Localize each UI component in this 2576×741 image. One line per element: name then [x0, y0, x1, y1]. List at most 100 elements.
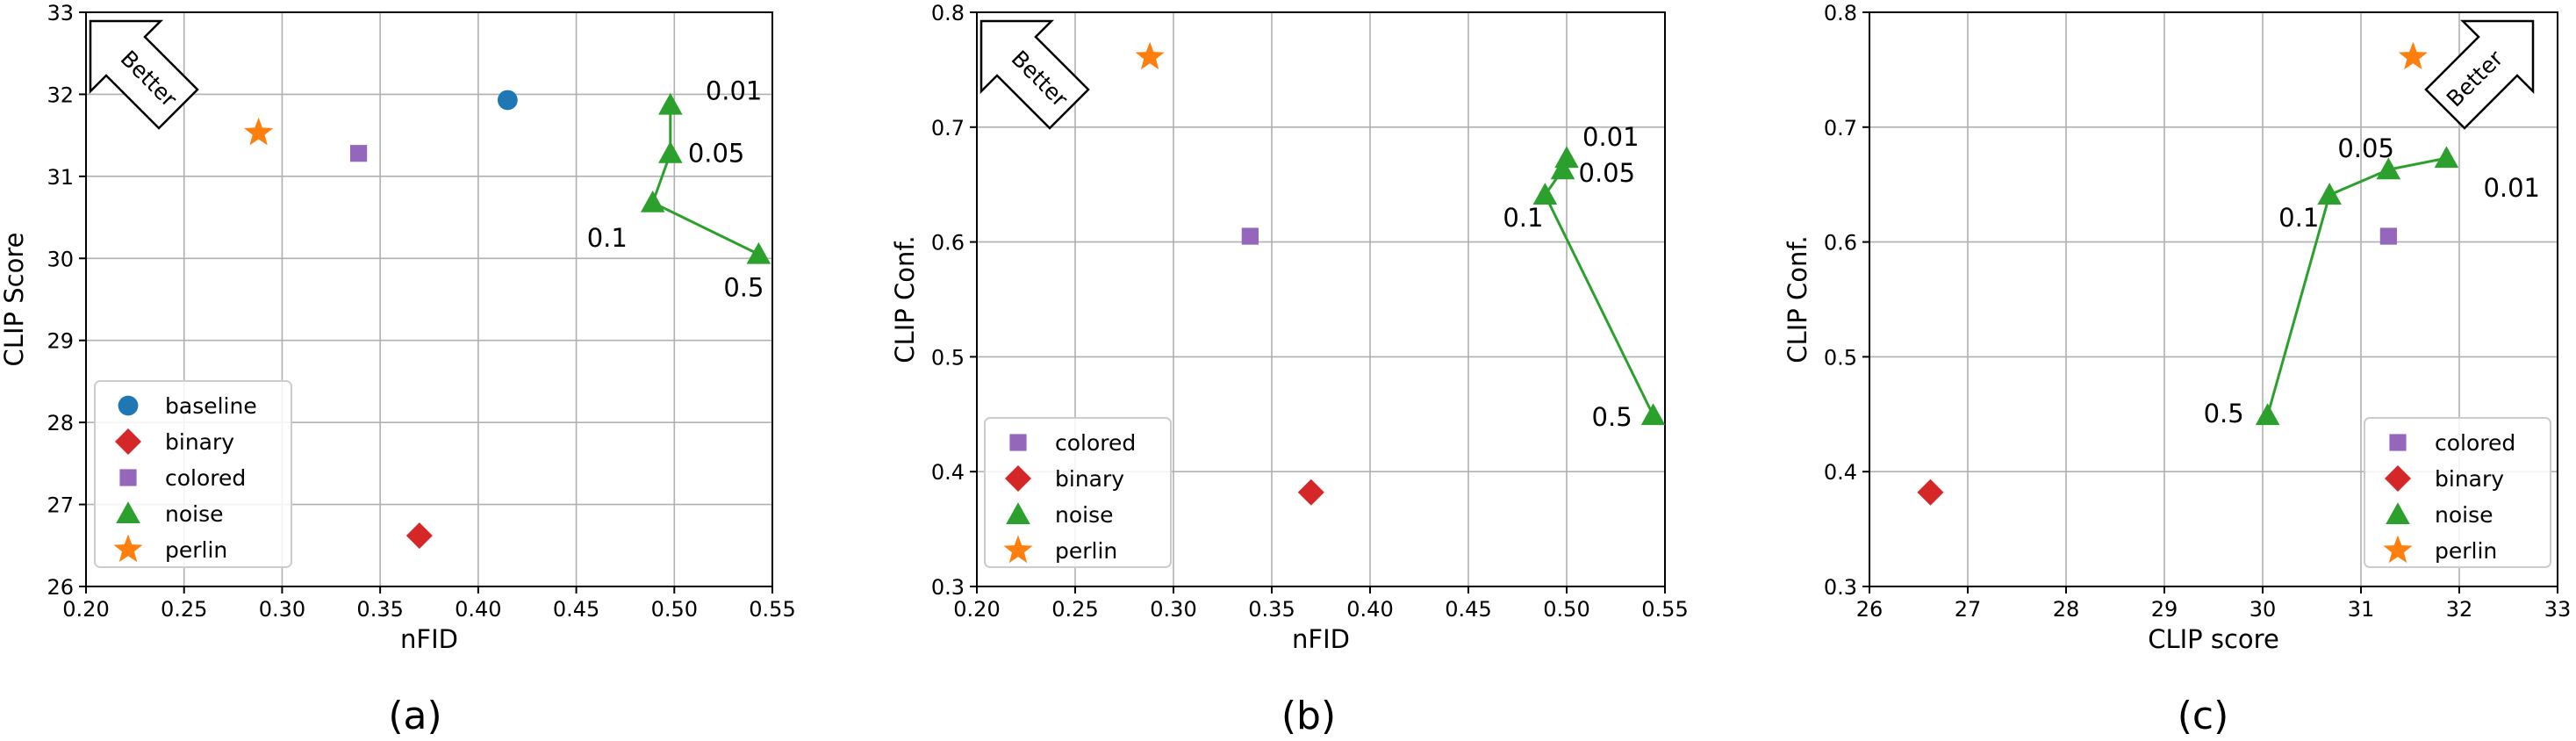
y-tick-label: 0.3	[931, 575, 965, 600]
legend-label: baseline	[165, 393, 257, 419]
data-label: 0.01	[1582, 122, 1640, 152]
y-axis-label: CLIP Conf.	[1783, 235, 1812, 363]
series-line-noise	[650, 104, 760, 255]
legend-item-colored: colored	[2389, 430, 2515, 456]
legend: baseline binary colored noise perlin	[94, 380, 292, 568]
data-point-noise	[746, 241, 771, 264]
x-tick-label: 28	[2053, 597, 2080, 622]
x-tick-label: 29	[2151, 597, 2178, 622]
data-point-noise	[1550, 157, 1575, 180]
legend-marker-colored	[2389, 434, 2407, 451]
x-tick-label: 32	[2446, 597, 2473, 622]
data-point-noise	[1532, 183, 1558, 205]
x-tick-label: 33	[2544, 597, 2572, 622]
data-label: 0.05	[1579, 158, 1636, 188]
legend-box	[2364, 417, 2551, 568]
chart-panel-2: 0.20 0.25 0.30 0.35 0.40 0.45 0.50 0.55 0.3 0.4 0.…	[890, 1, 1689, 738]
legend-item-noise: noise	[116, 501, 224, 527]
legend-label: colored	[2435, 430, 2515, 456]
legend-label: perlin	[1055, 538, 1117, 564]
y-tick-label: 0.6	[1824, 231, 1857, 255]
better-arrow: Better	[2424, 19, 2535, 130]
y-tick-label: 0.4	[1824, 460, 1857, 485]
legend-item-binary: binary	[115, 428, 234, 455]
legend-item-noise: noise	[1006, 502, 1114, 528]
data-point-noise	[2434, 146, 2459, 169]
x-tick-label: 31	[2348, 597, 2375, 622]
legend-marker-perlin	[113, 534, 143, 563]
x-tick-label: 0.45	[553, 597, 599, 622]
data-point-binary	[1297, 478, 1324, 506]
legend-item-perlin: perlin	[1003, 535, 1117, 564]
x-axis-label: nFID	[400, 624, 458, 654]
data-point-noise	[1640, 403, 1666, 426]
data-point-noise	[640, 190, 665, 212]
data-point-binary	[405, 522, 433, 550]
plot-area	[85, 11, 773, 587]
series-perlin	[244, 117, 274, 146]
legend-marker-noise	[1006, 502, 1030, 525]
data-label: 0.05	[2337, 133, 2394, 163]
legend-box	[94, 380, 292, 568]
legend-label: binary	[1055, 466, 1124, 492]
y-tick-label: 0.6	[931, 231, 965, 255]
chart-panel-1: 0.20 0.25 0.30 0.35 0.40 0.45 0.50 0.55 26 27 28 29…	[0, 1, 796, 738]
series-colored	[2379, 227, 2397, 245]
data-point-perlin	[2398, 41, 2428, 70]
legend-label: perlin	[165, 537, 227, 563]
legend-marker-colored	[1009, 434, 1027, 451]
legend-item-binary: binary	[1005, 465, 1124, 492]
data-point-noise	[2317, 183, 2342, 205]
legend-marker-noise	[2386, 502, 2410, 525]
x-axis-label: CLIP score	[2148, 624, 2279, 654]
legend-label: colored	[1055, 430, 1136, 456]
legend: colored binary noise perlin	[984, 417, 1172, 568]
x-tick-label: 0.30	[1150, 597, 1196, 622]
data-label: 0.1	[587, 223, 628, 253]
data-label: 0.05	[688, 139, 745, 169]
data-point-perlin	[1135, 41, 1165, 70]
legend-item-perlin: perlin	[113, 534, 227, 563]
series-baseline	[497, 90, 518, 111]
legend-label: noise	[2435, 502, 2493, 528]
legend-marker-binary	[1005, 465, 1031, 492]
data-label: 0.5	[723, 273, 764, 303]
data-label: 0.5	[1592, 402, 1632, 432]
data-label: 0.1	[2278, 203, 2319, 233]
plot-area	[1869, 11, 2558, 587]
series-noise: 0.01 0.05 0.1 0.5	[587, 76, 771, 303]
y-tick-label: 0.8	[931, 1, 965, 25]
chart-panel-3: 26 27 28 29 30 31 32 33 0.3 0.4 0.5 0.6 0.7 0.8 CLIP s…	[1783, 1, 2571, 738]
y-tick-label: 29	[47, 329, 74, 354]
x-tick-label: 0.35	[356, 597, 403, 622]
data-point-binary	[1917, 478, 1944, 506]
data-point-noise	[2376, 157, 2401, 180]
x-tick-label: 0.30	[259, 597, 305, 622]
data-label: 0.01	[706, 76, 763, 106]
legend-marker-binary	[115, 428, 141, 455]
y-tick-label: 0.7	[931, 116, 965, 140]
legend-marker-baseline	[118, 395, 139, 416]
series-colored	[349, 145, 368, 162]
x-tick-label: 26	[1856, 597, 1884, 622]
x-tick-label: 0.50	[651, 597, 698, 622]
legend-label: binary	[2435, 466, 2504, 492]
better-arrow: Better	[979, 19, 1090, 130]
x-tick-label: 0.40	[1346, 597, 1393, 622]
data-point-noise	[1554, 146, 1579, 169]
data-point-noise	[2255, 403, 2280, 426]
x-tick-label: 0.50	[1543, 597, 1589, 622]
y-axis-label: CLIP Score	[0, 233, 29, 367]
legend-marker-perlin	[2383, 535, 2413, 564]
y-tick-label: 0.8	[1824, 1, 1857, 25]
legend-label: noise	[165, 501, 224, 527]
y-tick-label: 32	[47, 83, 74, 107]
legend: colored binary noise perlin	[2364, 417, 2551, 568]
legend-box	[984, 417, 1172, 568]
series-perlin	[1135, 41, 1165, 70]
series-binary	[1297, 478, 1324, 506]
legend-item-binary: binary	[2385, 465, 2504, 492]
y-tick-label: 0.4	[931, 460, 965, 485]
y-axis-label: CLIP Conf.	[890, 235, 920, 363]
